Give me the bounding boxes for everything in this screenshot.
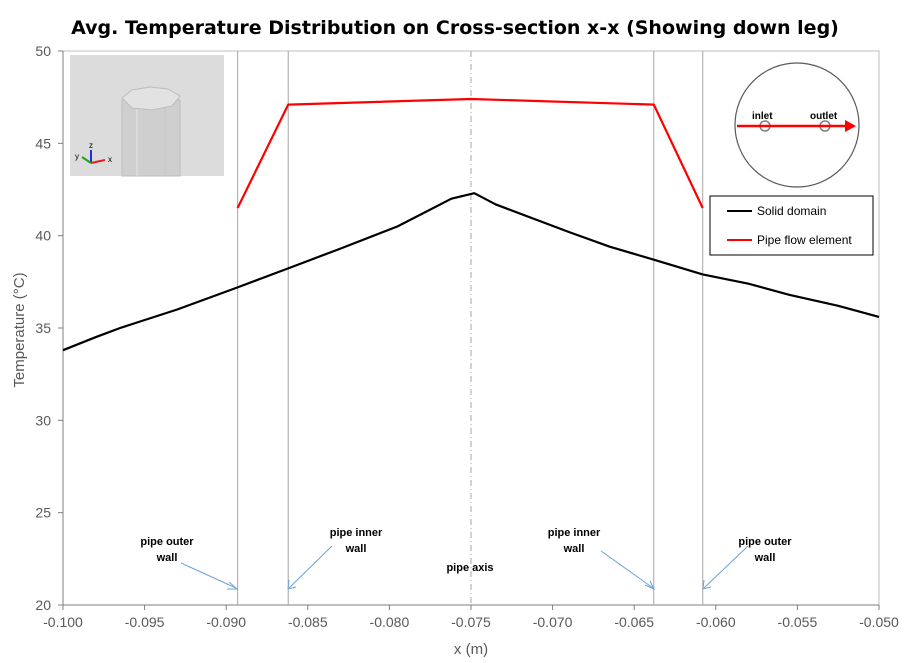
x-tick-label-5: -0.075 [451,614,491,630]
legend: Solid domain Pipe flow element [709,195,874,256]
annotation-arrows [180,545,749,591]
arrow-outer-wall-right [703,545,749,589]
series-line-pipe-flow-element [236,97,704,209]
triad-z-label: z [89,141,93,150]
triad-y-label: y [75,152,79,161]
vertical-reference-lines [237,51,704,605]
y-tick-label-0: 20 [35,597,51,613]
x-tick-label-9: -0.055 [778,614,818,630]
triad-x-label: x [108,155,112,164]
x-tick-label-1: -0.095 [125,614,165,630]
arrow-inner-wall-left [288,545,333,589]
axis-triad-icon: z y x [75,141,112,164]
annotation-outer-wall-left-line2: wall [156,552,178,564]
arrow-outer-wall-left [180,562,237,589]
pipe-leg-image [121,99,181,177]
arrowhead-outer-wall-left [227,581,239,590]
chart-title: Avg. Temperature Distribution on Cross-s… [71,17,839,39]
legend-label-pipe-flow: Pipe flow element [757,233,852,247]
y-tick-label-3: 35 [35,320,51,336]
annotation-pipe-axis: pipe axis [446,562,493,574]
annotation-outer-wall-right-line1: pipe outer [738,536,792,548]
legend-box [709,195,874,256]
flow-arrowhead [845,120,856,132]
annotations: pipe outer wall pipe inner wall pipe axi… [140,527,792,591]
pipe-top-face [121,86,181,111]
x-axis-label: x (m) [454,641,488,658]
inlet-label: inlet [752,111,773,122]
x-tick-label-4: -0.080 [370,614,410,630]
x-tick-label-7: -0.065 [614,614,654,630]
legend-label-solid-domain: Solid domain [757,204,826,218]
y-tick-label-2: 30 [35,412,51,428]
tick-labels: -0.100 -0.095 -0.090 -0.085 -0.080 -0.075 -0.0… [35,43,899,630]
annotation-inner-wall-left-line2: wall [345,543,367,555]
annotation-outer-wall-right-line2: wall [754,552,776,564]
x-tick-label-6: -0.070 [533,614,573,630]
x-tick-label-3: -0.085 [288,614,328,630]
outlet-label: outlet [810,111,838,122]
arrowhead-outer-wall-right [702,579,712,590]
annotation-inner-wall-right-line1: pipe inner [548,527,601,539]
arrow-inner-wall-right [600,550,654,589]
cross-section-inset: inlet outlet [734,62,860,188]
x-tick-label-0: -0.100 [43,614,83,630]
x-tick-label-10: -0.050 [859,614,899,630]
x-tick-label-8: -0.060 [696,614,736,630]
y-tick-label-5: 45 [35,135,51,151]
series-layer [62,97,880,352]
annotation-inner-wall-left-line1: pipe inner [330,527,383,539]
series-line-solid-domain [62,192,880,352]
y-axis-label: Temperature (°C) [11,272,28,387]
arrowhead-inner-wall-right [644,580,656,591]
annotation-inner-wall-right-line2: wall [563,543,585,555]
y-tick-label-4: 40 [35,228,51,244]
x-tick-label-2: -0.090 [206,614,246,630]
annotation-outer-wall-left-line1: pipe outer [140,536,194,548]
pipe-3d-inset: z y x [70,55,224,177]
y-tick-label-6: 50 [35,43,51,59]
y-tick-label-1: 25 [35,505,51,521]
arrowhead-inner-wall-left [287,579,297,590]
